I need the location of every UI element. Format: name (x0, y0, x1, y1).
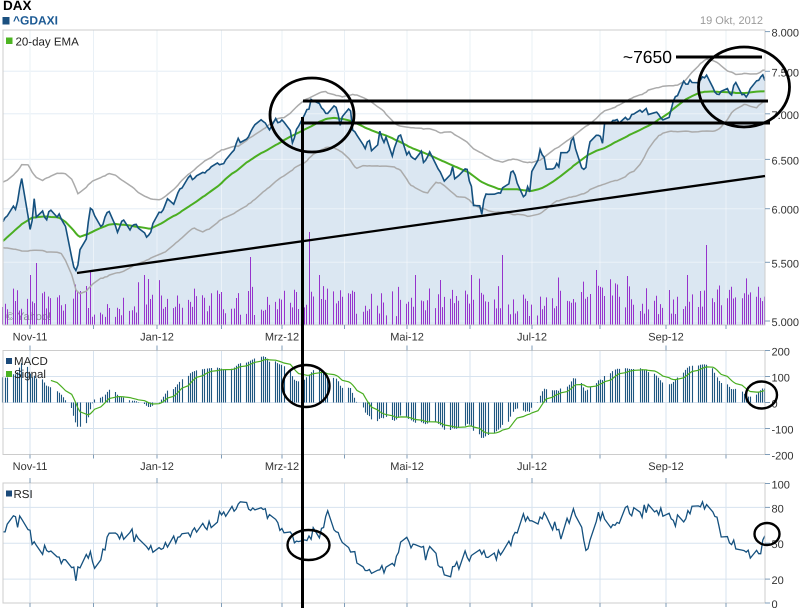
svg-text:80: 80 (772, 503, 784, 515)
svg-text:100: 100 (772, 480, 790, 492)
svg-text:Jan-12: Jan-12 (140, 461, 174, 473)
svg-text:^GDAXI: ^GDAXI (13, 14, 58, 28)
svg-text:MACD: MACD (14, 356, 48, 368)
svg-text:100: 100 (772, 373, 790, 385)
svg-text:DAX: DAX (3, 0, 32, 13)
svg-text:Mai-12: Mai-12 (390, 461, 424, 473)
svg-text:8.000: 8.000 (772, 28, 800, 40)
svg-text:200: 200 (772, 347, 790, 359)
svg-text:~7650: ~7650 (623, 47, 672, 67)
svg-text:Nov-11: Nov-11 (13, 461, 48, 473)
svg-text:Mrz-12: Mrz-12 (265, 461, 299, 473)
svg-text:Sep-12: Sep-12 (648, 461, 683, 473)
svg-text:19 Okt, 2012: 19 Okt, 2012 (700, 15, 763, 27)
svg-text:7.500: 7.500 (772, 67, 800, 79)
svg-text:-200: -200 (772, 451, 794, 463)
svg-text:Mai-12: Mai-12 (390, 332, 424, 344)
svg-text:Jul-12: Jul-12 (517, 332, 547, 344)
svg-text:6.000: 6.000 (772, 205, 800, 217)
svg-text:0: 0 (772, 599, 778, 608)
svg-text:Sep-12: Sep-12 (648, 332, 683, 344)
svg-text:Jan-12: Jan-12 (140, 332, 174, 344)
svg-text:-100: -100 (772, 425, 794, 437)
svg-text:0: 0 (772, 399, 778, 411)
svg-text:Jul-12: Jul-12 (517, 461, 547, 473)
svg-text:5.000: 5.000 (772, 317, 800, 329)
svg-text:Mrz-12: Mrz-12 (265, 332, 299, 344)
svg-text:Signal: Signal (14, 369, 46, 381)
svg-text:RSI: RSI (14, 489, 33, 501)
svg-text:20-day EMA: 20-day EMA (16, 37, 80, 49)
svg-text:5.500: 5.500 (772, 258, 800, 270)
svg-text:20: 20 (772, 575, 784, 587)
svg-text:Nov-11: Nov-11 (13, 332, 48, 344)
svg-text:6.500: 6.500 (772, 155, 800, 167)
